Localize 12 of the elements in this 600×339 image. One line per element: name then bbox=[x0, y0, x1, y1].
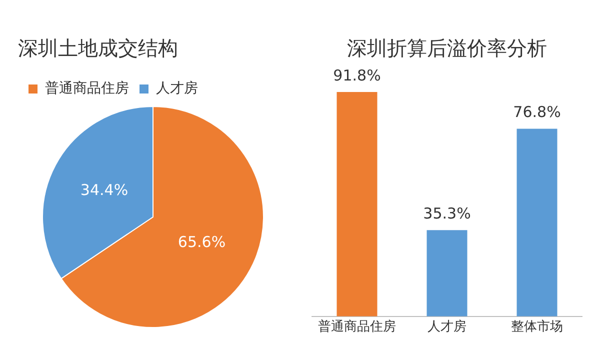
data-label: 35.3% bbox=[423, 204, 471, 223]
data-label: 34.4% bbox=[80, 180, 128, 199]
x-tick-label: 整体市场 bbox=[511, 320, 563, 335]
chart-title: 深圳土地成交结构 bbox=[18, 36, 178, 60]
x-tick-label: 人才房 bbox=[428, 318, 466, 335]
data-label: 76.8% bbox=[513, 103, 561, 122]
legend-label: 人才房 bbox=[156, 80, 198, 97]
chart-title: 深圳折算后溢价率分析 bbox=[347, 36, 547, 60]
x-tick-label: 普通商品住房 bbox=[318, 318, 396, 335]
data-label: 65.6% bbox=[178, 232, 226, 251]
legend-label: 普通商品住房 bbox=[45, 80, 129, 97]
data-label: 91.8% bbox=[333, 66, 381, 84]
